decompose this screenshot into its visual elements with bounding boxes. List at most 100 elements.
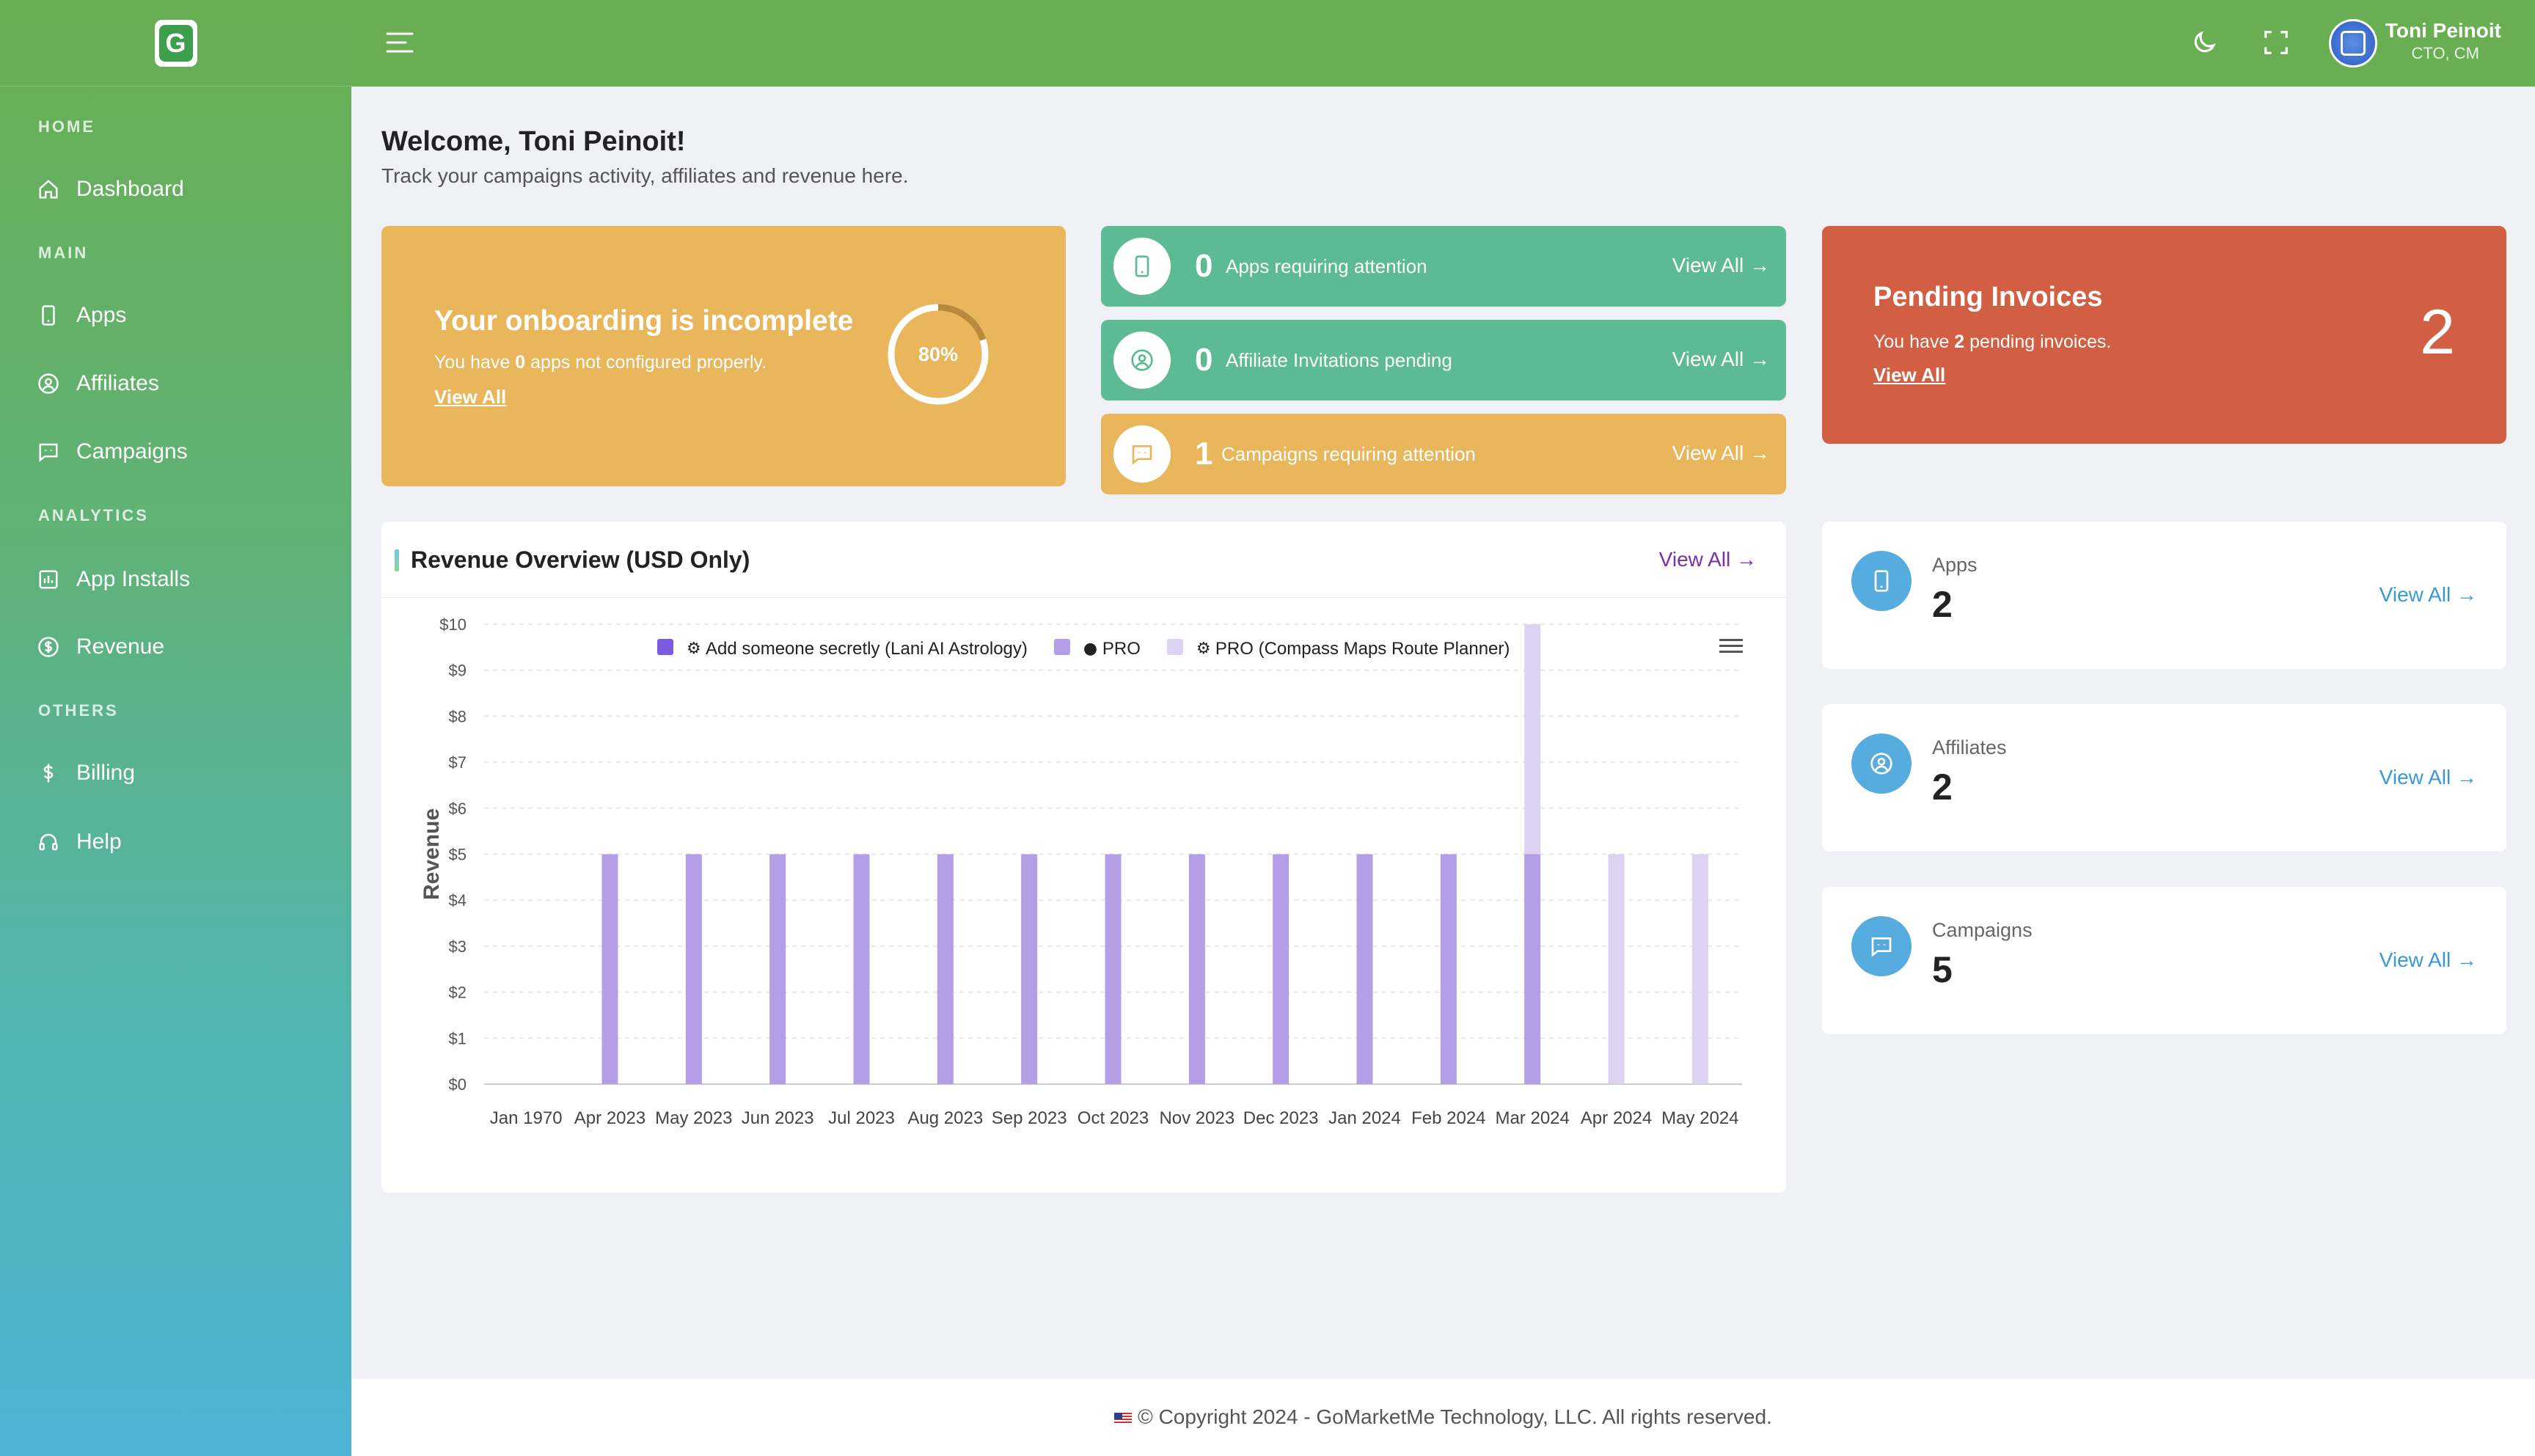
invoices-text: You have 2 pending invoices. (1873, 332, 2112, 352)
user-circle-icon (37, 372, 60, 395)
stat-value: 2 (1932, 767, 1953, 808)
chart-menu-icon (1719, 645, 1743, 647)
section-others: OTHERS (38, 701, 119, 720)
stat-value: 5 (1932, 949, 1953, 990)
y-tick-label: $1 (449, 1029, 467, 1047)
x-tick-label: Apr 2024 (1581, 1108, 1652, 1128)
phone-icon (1113, 238, 1171, 295)
sidebar: G HOME Dashboard MAIN Apps Affiliates Ca… (0, 0, 351, 1456)
menu-toggle-icon[interactable] (384, 26, 416, 59)
y-tick-label: $8 (449, 707, 467, 725)
revenue-header: Revenue Overview (USD Only) View All → (381, 522, 1786, 598)
attention-label: Apps requiring attention (1226, 255, 1427, 277)
app-logo[interactable]: G (154, 19, 197, 67)
campaigns-attention-card[interactable]: 1 Campaigns requiring attention View All… (1101, 414, 1786, 494)
fullscreen-icon[interactable] (2258, 25, 2294, 60)
title-accent (395, 549, 399, 571)
x-tick-label: Apr 2023 (574, 1108, 645, 1128)
bar (1021, 854, 1038, 1084)
arrow-right-icon: → (1749, 442, 1770, 464)
stat-view-all-link[interactable]: View All → (2379, 766, 2477, 789)
revenue-view-all-link[interactable]: View All → (1658, 548, 1757, 571)
phone-icon (37, 304, 60, 327)
stat-card-campaigns[interactable]: Campaigns 5 View All → (1822, 887, 2506, 1034)
bar (685, 854, 702, 1084)
stat-label: Apps (1932, 554, 1978, 576)
invoices-count: 2 (2420, 297, 2455, 367)
section-home: HOME (38, 117, 95, 136)
stat-card-apps[interactable]: Apps 2 View All → (1822, 522, 2506, 669)
arrow-right-icon: → (1749, 254, 1770, 277)
revenue-title: Revenue Overview (USD Only) (411, 546, 750, 573)
legend-swatch (1053, 639, 1070, 655)
attention-view-all-link[interactable]: View All → (1672, 254, 1770, 277)
attention-view-all-link[interactable]: View All → (1672, 442, 1770, 464)
legend-label: Add someone secretly (Lani AI Astrology) (706, 639, 1028, 659)
bar (1691, 854, 1708, 1084)
dark-mode-moon-icon[interactable] (2187, 25, 2222, 60)
sidebar-item-billing[interactable]: Billing (37, 753, 135, 794)
chart-menu-icon (1719, 639, 1743, 641)
onboarding-title: Your onboarding is incomplete (434, 305, 854, 337)
page-title: Welcome, Toni Peinoit! (381, 126, 686, 157)
sidebar-item-label: Billing (76, 761, 136, 785)
attention-label: Campaigns requiring attention (1221, 443, 1476, 465)
arrow-right-icon: → (2457, 766, 2477, 789)
onboarding-view-all-link[interactable]: View All (434, 386, 507, 408)
x-tick-label: May 2023 (655, 1108, 732, 1128)
x-tick-label: Sep 2023 (992, 1108, 1067, 1128)
logo-area: G (0, 0, 351, 87)
sidebar-item-campaigns[interactable]: Campaigns (37, 431, 188, 472)
attention-view-all-link[interactable]: View All → (1672, 348, 1770, 370)
page-subtitle: Track your campaigns activity, affiliate… (381, 164, 909, 187)
invoices-view-all-link[interactable]: View All (1873, 364, 1946, 386)
stat-label: Campaigns (1932, 919, 2033, 941)
stat-view-all-link[interactable]: View All → (2379, 583, 2477, 606)
x-tick-label: Aug 2023 (907, 1108, 983, 1128)
affiliate-invitations-card[interactable]: 0 Affiliate Invitations pending View All… (1101, 320, 1786, 400)
bar (1440, 854, 1457, 1084)
stat-label: Affiliates (1932, 736, 2007, 758)
android-icon: ⚙ (687, 640, 701, 658)
avatar[interactable] (2329, 19, 2377, 67)
stat-view-all-link[interactable]: View All → (2379, 948, 2477, 971)
attention-count: 0 (1195, 248, 1213, 284)
apps-attention-card[interactable]: 0 Apps requiring attention View All → (1101, 226, 1786, 307)
bar (769, 854, 786, 1084)
top-bar: Toni Peinoit CTO, CM (351, 0, 2535, 87)
y-tick-label: $4 (449, 891, 467, 910)
sidebar-item-revenue[interactable]: Revenue (37, 626, 164, 667)
sidebar-item-dashboard[interactable]: Dashboard (37, 169, 184, 210)
user-name[interactable]: Toni Peinoit (2385, 19, 2501, 42)
x-tick-label: Jun 2023 (742, 1108, 814, 1128)
revenue-chart: ⚙ Add someone secretly (Lani AI Astrology… (420, 615, 1743, 1128)
dollar-circle-icon (37, 635, 60, 659)
bar (1524, 624, 1541, 855)
sidebar-item-app-installs[interactable]: App Installs (37, 559, 190, 600)
sidebar-item-apps[interactable]: Apps (37, 295, 126, 336)
section-main: MAIN (38, 244, 89, 262)
legend-label: PRO (1102, 639, 1141, 659)
stat-card-affiliates[interactable]: Affiliates 2 View All → (1822, 704, 2506, 852)
user-role: CTO, CM (2411, 44, 2479, 62)
sidebar-item-label: App Installs (76, 567, 191, 591)
stat-value: 2 (1932, 584, 1953, 625)
x-tick-label: Jul 2023 (828, 1108, 895, 1128)
y-tick-label: $2 (449, 984, 467, 1002)
legend-swatch (657, 639, 673, 655)
bar-chart-icon (37, 568, 60, 591)
pending-invoices-card: Pending Invoices You have 2 pending invo… (1822, 226, 2506, 444)
onboarding-card: Your onboarding is incomplete You have 0… (381, 226, 1066, 486)
x-tick-label: May 2024 (1661, 1108, 1738, 1128)
sidebar-item-affiliates[interactable]: Affiliates (37, 363, 159, 404)
sidebar-item-help[interactable]: Help (37, 822, 122, 863)
bar (1273, 854, 1290, 1084)
us-flag-icon (1114, 1412, 1133, 1424)
revenue-overview-card: Revenue Overview (USD Only) View All → ⚙… (381, 522, 1786, 1193)
bar (1608, 854, 1625, 1084)
x-tick-label: Oct 2023 (1078, 1108, 1149, 1128)
footer: © Copyright 2024 - GoMarketMe Technology… (351, 1379, 2535, 1456)
section-analytics: ANALYTICS (38, 506, 149, 524)
sidebar-item-label: Apps (76, 303, 127, 327)
bar (1105, 854, 1122, 1084)
